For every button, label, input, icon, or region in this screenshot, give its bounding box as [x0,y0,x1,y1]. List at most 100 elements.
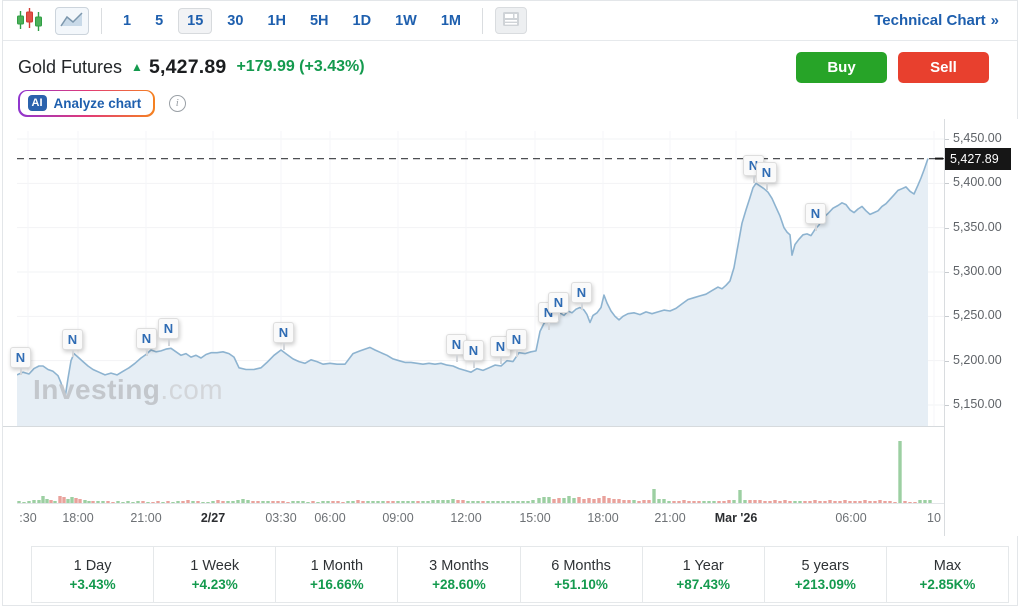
x-axis-label: 15:00 [519,511,551,525]
candlestick-chart-button[interactable] [16,6,43,36]
technical-chart-arrow-icon: » [990,12,999,29]
timeframe-5h[interactable]: 5H [301,8,338,34]
y-axis-tick [945,272,949,273]
news-marker-stem [815,224,817,231]
perf-value: +2.85K% [919,576,976,592]
perf-cell-1-day: 1 Day +3.43% [32,547,155,602]
info-icon[interactable]: i [168,94,186,112]
news-marker-stem [558,313,560,320]
timeframe-1d[interactable]: 1D [344,8,381,34]
news-marker-stem [283,343,285,350]
analyze-chart-button[interactable]: AI Analyze chart [18,89,155,117]
area-chart-button[interactable] [55,6,89,35]
perf-cell-6-months: 6 Months +51.10% [521,547,643,602]
news-marker-stem [20,368,22,375]
y-axis-tick [945,360,949,362]
perf-value: +87.43% [676,576,731,592]
perf-label: 1 Day [73,557,112,574]
x-axis-label: Mar '26 [714,511,758,525]
news-marker-stem [473,361,475,368]
news-marker-12[interactable]: N [571,282,592,310]
perf-value: +213.09% [794,576,856,592]
sell-button[interactable]: Sell [898,51,989,83]
y-axis-tick [945,139,949,140]
perf-cell-3-months: 3 Months +28.60% [398,547,521,602]
x-axis-label: 18:00 [587,511,619,525]
x-axis-label: 06:00 [314,511,346,525]
y-axis-label: 5,350.00 [953,219,1002,234]
news-marker-stem [168,339,170,346]
timeframe-30[interactable]: 30 [218,8,252,34]
news-marker-7[interactable]: N [463,340,484,368]
perf-cell-1-week: 1 Week +4.23% [154,547,277,602]
news-marker-9[interactable]: N [506,329,527,357]
news-marker-6[interactable]: N [446,334,467,362]
current-price: 5,427.89 [148,55,227,78]
analyze-chart-label: Analyze chart [53,95,142,111]
y-axis-tick [945,405,949,406]
timeframe-group: 1 5 15 30 1H 5H 1D 1W 1M [114,7,470,34]
instrument-header: Gold Futures ▲ 5,427.89 +179.99 (+3.43%)… [3,41,1017,83]
perf-cell-max: Max +2.85K% [887,547,1008,602]
perf-value: +4.23% [191,576,238,592]
news-marker-1[interactable]: N [10,347,31,375]
news-marker-2[interactable]: N [62,329,83,357]
x-axis-label: 18:00 [62,511,94,525]
watermark-bold: Investing [33,374,161,405]
timeframe-5[interactable]: 5 [146,8,172,34]
x-axis-label: 06:00 [835,511,867,525]
y-axis-label: 5,200.00 [953,352,1002,367]
timeframe-1h[interactable]: 1H [258,8,295,34]
timeframe-15[interactable]: 15 [178,7,213,34]
timeframe-1[interactable]: 1 [114,8,140,34]
news-marker-stem [72,350,74,357]
perf-cell-1-month: 1 Month +16.66% [276,547,399,602]
pane-divider [3,426,944,427]
area-chart-icon [60,10,84,31]
x-axis-label: 12:00 [450,511,482,525]
buy-button[interactable]: Buy [796,51,887,83]
x-axis-label: :30 [19,511,37,525]
y-axis: 5,450.00 5,400.00 5,350.00 5,300.00 5,250.00… [944,119,1019,536]
perf-label: 1 Week [190,557,240,574]
volume-chart[interactable] [17,428,944,504]
timeframe-1w[interactable]: 1W [386,8,426,34]
news-marker-3[interactable]: N [136,328,157,356]
news-marker-stem [516,350,518,357]
perf-value: +28.60% [432,576,486,592]
perf-label: 5 years [801,557,850,574]
technical-chart-link[interactable]: Technical Chart » [874,12,999,29]
watermark-light: .com [160,374,224,405]
news-marker-4[interactable]: N [158,318,179,346]
news-marker-11[interactable]: N [548,292,569,320]
x-axis-label: 21:00 [654,511,686,525]
y-axis-tick [945,183,949,185]
perf-cell-1-year: 1 Year +87.43% [643,547,765,602]
chart-news-button[interactable] [494,7,527,34]
price-change: +179.99 (+3.43%) [236,58,365,75]
page-title: Gold Futures [18,56,123,77]
news-marker-stem [456,355,458,362]
perf-label: Max [933,557,962,574]
perf-value: +3.43% [69,576,116,592]
perf-label: 6 Months [551,557,611,574]
toolbar-divider [101,7,102,34]
perf-label: 1 Year [682,557,724,574]
y-axis-label: 5,250.00 [953,308,1002,323]
news-marker-15[interactable]: N [805,203,826,231]
x-axis-label: 2/27 [200,511,226,525]
chart-toolbar: 1 5 15 30 1H 5H 1D 1W 1M Technical Chart » [3,1,1017,41]
news-marker-stem [581,303,583,310]
news-marker-stem [766,183,768,190]
x-axis-label: 21:00 [130,511,162,525]
perf-label: 3 Months [429,557,489,574]
perf-value: +16.66% [309,576,364,592]
news-marker-14[interactable]: N [756,162,777,190]
analyze-row: AI Analyze chart i [3,83,1017,117]
perf-value: +51.10% [554,576,608,592]
news-marker-5[interactable]: N [273,322,294,350]
performance-bar: 1 Day +3.43% 1 Week +4.23% 1 Month +16.66% 3 M… [31,546,1009,603]
timeframe-1m[interactable]: 1M [432,8,470,34]
perf-label: 1 Month [310,557,364,574]
